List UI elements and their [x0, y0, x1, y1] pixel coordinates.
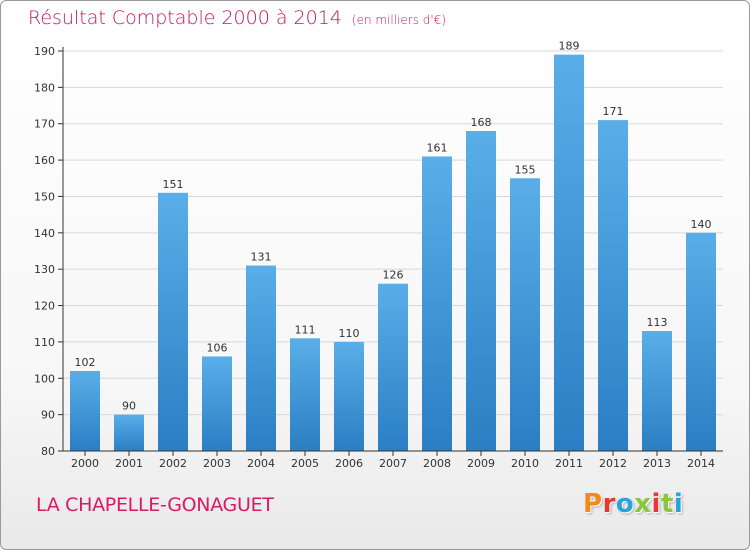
chart-unit: (en milliers d'€) — [351, 13, 447, 27]
bar — [686, 232, 716, 451]
bar — [642, 331, 672, 451]
data-label: 111 — [295, 323, 316, 336]
data-label: 140 — [691, 218, 712, 231]
x-tick-label: 2013 — [643, 457, 671, 470]
bar — [158, 192, 188, 451]
x-tick-label: 2009 — [467, 457, 495, 470]
data-label: 151 — [163, 178, 184, 191]
bar — [290, 338, 320, 451]
y-tick-label: 150 — [34, 190, 55, 203]
data-label: 106 — [207, 341, 228, 354]
x-tick-label: 2006 — [335, 457, 363, 470]
x-tick-label: 2005 — [291, 457, 319, 470]
bar — [510, 178, 540, 452]
bar — [70, 371, 100, 451]
data-label: 171 — [603, 105, 624, 118]
bar — [598, 120, 628, 451]
brand-letter: o — [615, 489, 635, 519]
brand-letter: x — [634, 489, 652, 519]
x-tick-label: 2004 — [247, 457, 275, 470]
data-label: 155 — [515, 163, 536, 176]
commune-name: LA CHAPELLE-GONAGUET — [36, 494, 274, 516]
x-tick-label: 2008 — [423, 457, 451, 470]
data-label: 126 — [383, 269, 404, 282]
y-tick-label: 90 — [41, 409, 55, 422]
y-tick-label: 80 — [41, 445, 55, 458]
data-label: 161 — [427, 141, 448, 154]
x-tick-label: 2001 — [115, 457, 143, 470]
x-tick-label: 2014 — [687, 457, 715, 470]
x-tick-label: 2012 — [599, 457, 627, 470]
bar — [466, 131, 496, 451]
x-tick-label: 2007 — [379, 457, 407, 470]
x-tick-label: 2000 — [71, 457, 99, 470]
y-tick-label: 190 — [34, 45, 55, 58]
proxiti-logo: Proxiti — [583, 489, 683, 519]
bar — [246, 265, 276, 451]
y-tick-label: 110 — [34, 336, 55, 349]
bar — [554, 54, 584, 452]
y-tick-label: 120 — [34, 300, 55, 313]
data-label: 90 — [122, 400, 136, 413]
x-tick-label: 2011 — [555, 457, 583, 470]
y-tick-label: 180 — [34, 81, 55, 94]
axes — [58, 47, 723, 456]
bar — [114, 414, 144, 451]
data-label: 189 — [559, 40, 580, 53]
data-label: 131 — [251, 251, 272, 264]
brand-letter: P — [583, 489, 603, 519]
x-tick-label: 2002 — [159, 457, 187, 470]
data-label: 168 — [471, 116, 492, 129]
bar — [334, 341, 364, 451]
brand-letter: i — [651, 489, 661, 519]
y-tick-label: 100 — [34, 372, 55, 385]
bar — [378, 283, 408, 451]
bar — [202, 356, 232, 451]
brand-letter: i — [673, 489, 684, 519]
data-label: 110 — [339, 327, 360, 340]
brand-letter: t — [660, 489, 674, 519]
y-tick-label: 140 — [34, 227, 55, 240]
x-tick-label: 2003 — [203, 457, 231, 470]
y-tick-label: 130 — [34, 263, 55, 276]
bar — [422, 156, 452, 452]
x-tick-label: 2010 — [511, 457, 539, 470]
labels: 80 90 100 110 120 130 140 150 160 170 180 190 102 200… — [34, 40, 715, 470]
chart-title: Résultat Comptable 2000 à 2014 (en millie… — [28, 7, 446, 29]
bars — [70, 54, 716, 452]
data-label: 102 — [75, 356, 96, 369]
brand-letter: r — [602, 489, 616, 519]
data-label: 113 — [647, 316, 668, 329]
y-tick-label: 170 — [34, 118, 55, 131]
chart-title-text: Résultat Comptable 2000 à 2014 — [28, 7, 342, 29]
y-tick-label: 160 — [34, 154, 55, 167]
